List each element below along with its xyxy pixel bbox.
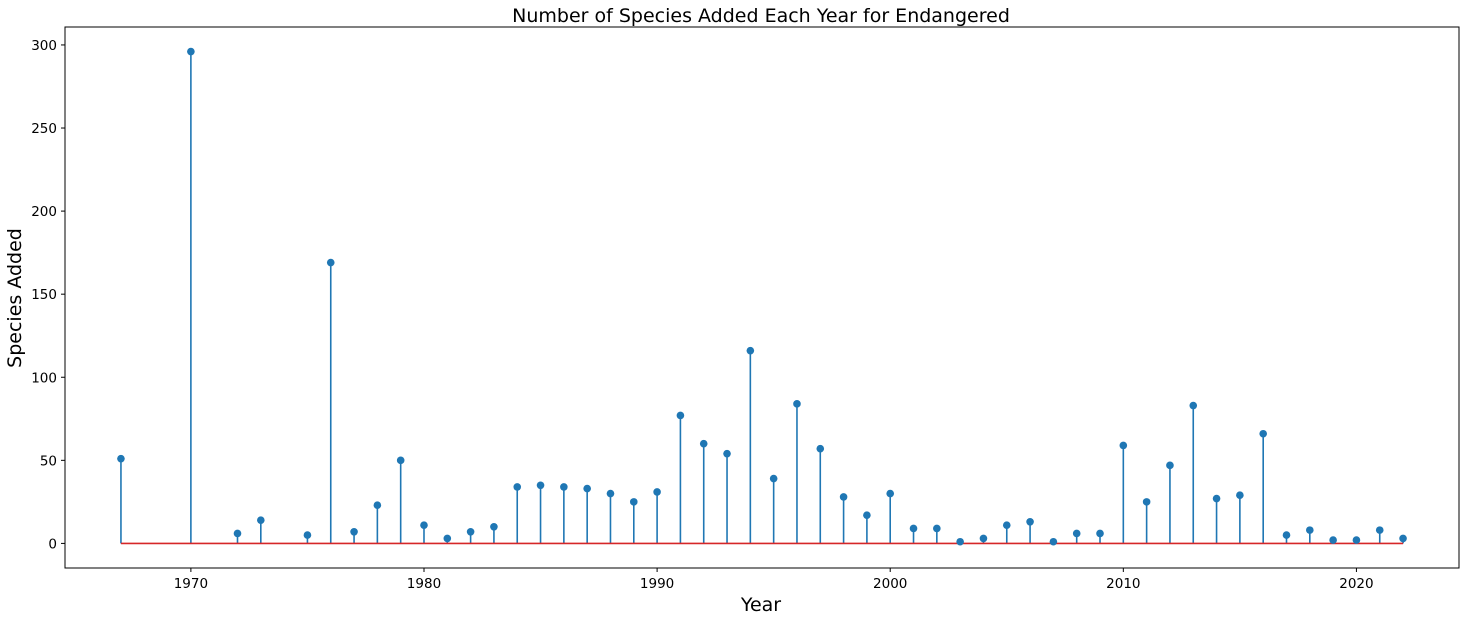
- stem-marker: [979, 534, 988, 543]
- stem-marker: [1329, 536, 1337, 544]
- stem-marker: [816, 444, 825, 453]
- stem-marker: [536, 481, 545, 490]
- y-tick-label: 300: [31, 38, 57, 54]
- stem-marker: [513, 483, 522, 491]
- stem-marker: [233, 529, 242, 538]
- stem-marker: [769, 474, 778, 483]
- stems-group: [120, 51, 1404, 544]
- x-tick-label: 1980: [407, 576, 441, 592]
- y-tick-label: 250: [31, 121, 57, 137]
- stem-marker: [1259, 429, 1267, 438]
- stem-marker: [1399, 534, 1407, 543]
- stem-marker: [1142, 498, 1151, 506]
- y-tick-label: 100: [31, 370, 57, 386]
- stem-marker: [1375, 526, 1384, 534]
- x-tick-label: 2000: [873, 576, 907, 592]
- y-tick-label: 50: [40, 453, 57, 469]
- stem-marker: [746, 346, 755, 355]
- stem-marker: [1282, 531, 1291, 539]
- x-tick-label: 2010: [1106, 576, 1140, 592]
- stem-marker: [1072, 529, 1081, 538]
- stem-marker: [1189, 401, 1198, 410]
- stem-marker: [373, 501, 382, 509]
- stem-marker: [1212, 494, 1221, 503]
- markers-group: [117, 47, 1407, 546]
- stem-marker: [699, 439, 708, 448]
- stem-marker: [1236, 491, 1244, 500]
- stem-marker: [443, 534, 452, 543]
- stem-marker: [1049, 537, 1058, 546]
- stem-marker: [1002, 521, 1011, 529]
- stem-marker: [490, 522, 498, 531]
- stem-marker: [956, 537, 964, 546]
- stem-marker: [1119, 441, 1128, 450]
- stem-marker: [676, 411, 685, 420]
- stem-marker: [1352, 536, 1361, 544]
- stem-marker: [793, 400, 801, 408]
- stem-marker: [839, 493, 848, 501]
- stem-marker: [420, 521, 428, 529]
- stem-marker: [629, 498, 638, 506]
- stem-marker: [326, 258, 335, 267]
- stem-marker: [350, 527, 358, 536]
- x-tick-label: 2020: [1339, 576, 1373, 592]
- stem-marker: [1306, 526, 1314, 534]
- stem-marker: [257, 516, 265, 524]
- x-axis: 1970 1980 1990 2000 2010 2020: [174, 568, 1374, 592]
- stem-marker: [187, 47, 195, 56]
- stem-marker: [117, 454, 125, 463]
- stem-marker: [303, 531, 312, 539]
- stem-marker: [606, 489, 615, 498]
- x-axis-label: Year: [740, 594, 781, 616]
- y-tick-label: 200: [31, 204, 57, 220]
- stem-marker: [466, 527, 475, 536]
- x-tick-label: 1990: [640, 576, 674, 592]
- stem-marker: [1096, 529, 1104, 538]
- y-tick-label: 150: [31, 287, 57, 303]
- stem-marker: [886, 489, 895, 498]
- stem-marker: [583, 484, 591, 493]
- stem-marker: [909, 524, 918, 533]
- y-axis-label: Species Added: [4, 228, 26, 368]
- stem-marker: [933, 524, 941, 533]
- stem-marker: [863, 511, 871, 519]
- x-tick-label: 1970: [174, 576, 208, 592]
- plot-frame: [64, 26, 1460, 569]
- stem-marker: [653, 488, 661, 496]
- stem-marker: [560, 483, 568, 491]
- stem-marker: [396, 456, 405, 465]
- y-tick-label: 0: [48, 536, 57, 552]
- y-axis: 0 50 100 150 200 250 300: [31, 38, 65, 552]
- stem-marker: [723, 449, 731, 458]
- chart-title: Number of Species Added Each Year for En…: [512, 5, 1010, 27]
- stem-marker: [1026, 518, 1034, 526]
- stem-marker: [1166, 461, 1174, 470]
